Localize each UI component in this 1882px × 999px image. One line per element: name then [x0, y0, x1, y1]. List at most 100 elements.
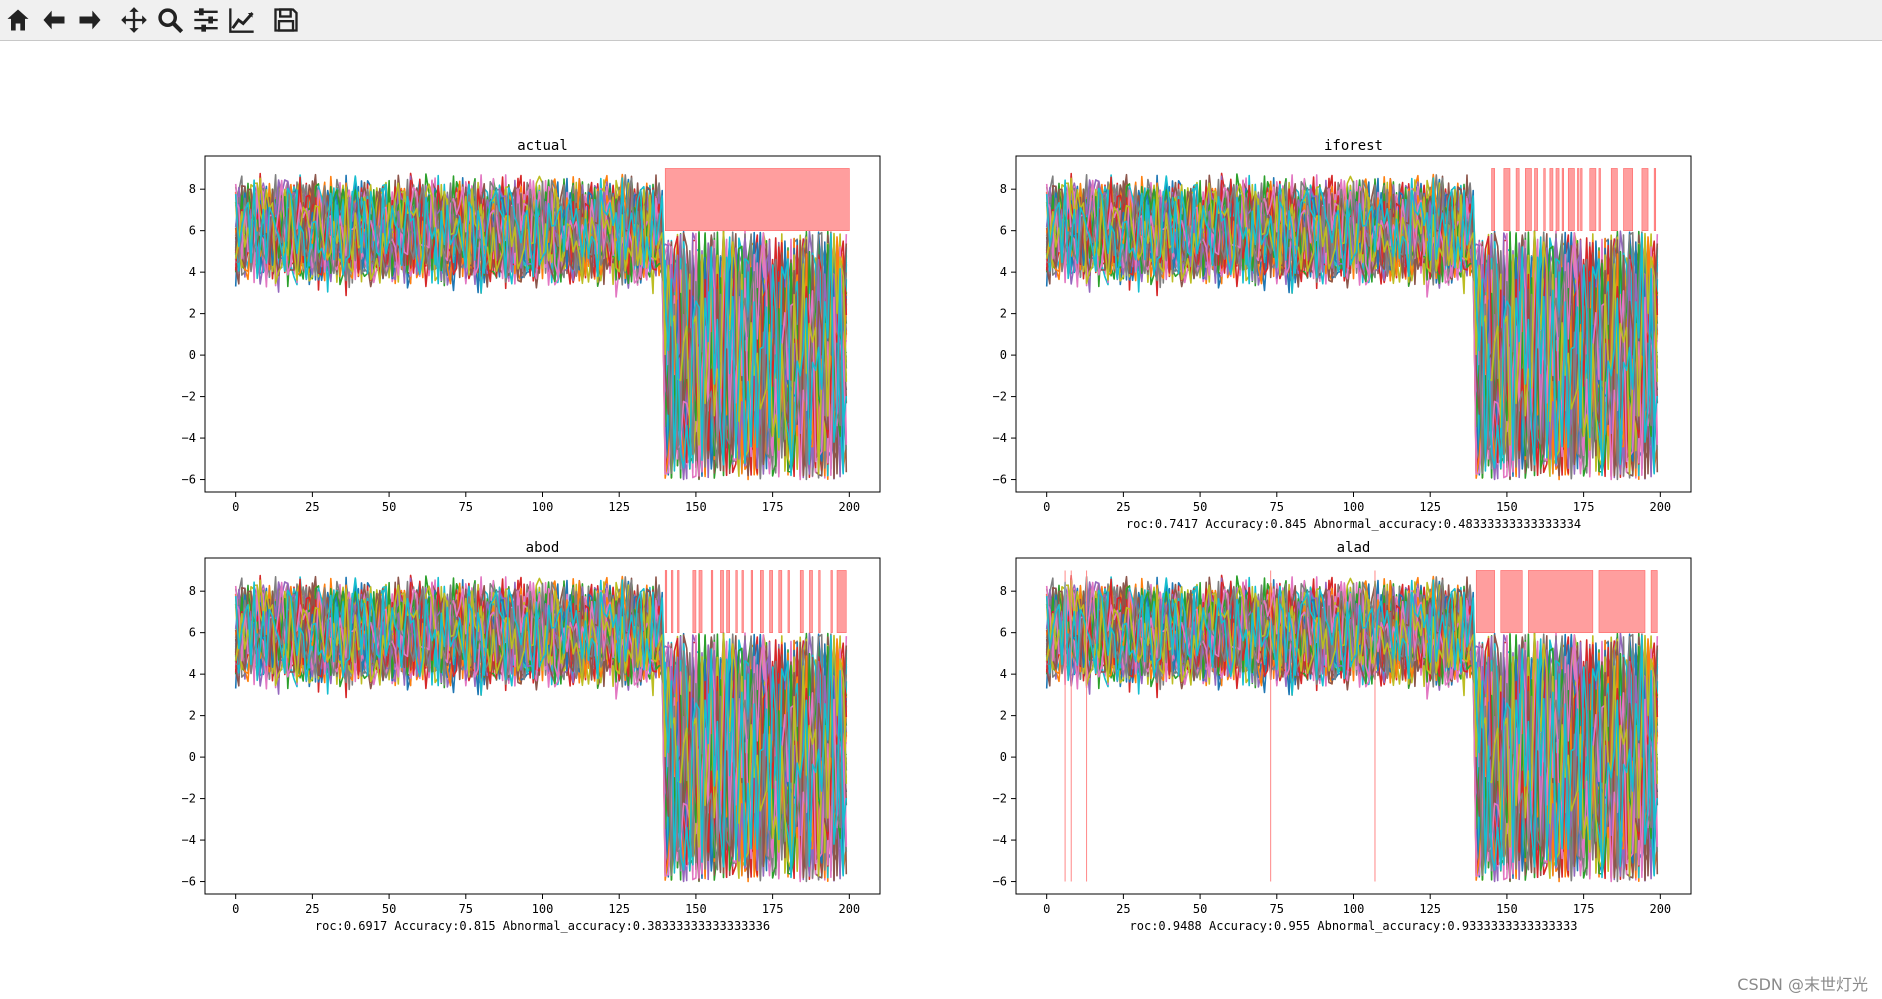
zoom-button[interactable] [152, 2, 188, 38]
plot-area [234, 168, 850, 481]
y-tick-label: 2 [1000, 307, 1007, 321]
arrow-left-icon [43, 10, 65, 30]
anomaly-highlight [1543, 168, 1546, 231]
figure-canvas: 0 25 50 75 100 125 150 175 200−6−4−202468actual0… [182, 138, 1692, 933]
anomaly-highlight [1610, 168, 1618, 231]
x-tick-label: 200 [1649, 902, 1671, 916]
anomaly-highlight [698, 570, 703, 633]
anomaly-highlight [1567, 168, 1575, 231]
anomaly-highlight [671, 570, 674, 633]
anomaly-highlight [760, 570, 764, 633]
x-tick-label: 75 [1270, 902, 1284, 916]
y-tick-label: −2 [182, 792, 196, 806]
x-tick-label: 150 [685, 902, 707, 916]
arrow-right-icon [79, 10, 101, 30]
x-tick-label: 150 [1496, 902, 1518, 916]
y-tick-label: 4 [189, 265, 196, 279]
x-tick-label: 0 [1043, 500, 1050, 514]
x-tick-label: 50 [382, 500, 396, 514]
anomaly-highlight [787, 570, 790, 633]
y-tick-label: 4 [1000, 265, 1007, 279]
x-tick-label: 100 [1343, 902, 1365, 916]
anomaly-highlight [1580, 168, 1583, 231]
back-button[interactable] [36, 2, 72, 38]
x-tick-label: 125 [608, 902, 630, 916]
subplot-abod: 0 25 50 75 100 125 150 175 200 −6 −4 −2 0 2 4 6 8 abod roc… [182, 540, 881, 933]
y-tick-label: 8 [1000, 182, 1007, 196]
edit-axes-button[interactable] [224, 2, 260, 38]
anomaly-highlight [1549, 168, 1554, 231]
home-button[interactable] [0, 2, 36, 38]
zoom-icon [158, 8, 184, 34]
anomaly-highlight [778, 570, 783, 633]
subplot-xlabel: roc:0.7417 Accuracy:0.845 Abnormal_accur… [1126, 517, 1581, 531]
x-tick-label: 50 [382, 902, 396, 916]
anomaly-highlight [1555, 168, 1560, 231]
anomaly-highlight [664, 570, 668, 633]
x-tick-label: 100 [1343, 500, 1365, 514]
x-tick-label: 75 [459, 902, 473, 916]
x-tick-label: 0 [232, 902, 239, 916]
x-tick-label: 175 [762, 500, 784, 514]
x-tick-label: 200 [1649, 500, 1671, 514]
x-tick-label: 25 [305, 500, 319, 514]
y-tick-label: 6 [189, 224, 196, 238]
subplot-iforest: 0 25 50 75 100 125 150 175 200 −6 −4 −2 0 2 4 6 8 iforest… [993, 138, 1692, 531]
y-tick-label: 0 [189, 348, 196, 362]
y-tick-label: −6 [993, 473, 1007, 487]
x-tick-label: 50 [1193, 500, 1207, 514]
x-tick-label: 200 [838, 902, 860, 916]
x-tick-label: 125 [1419, 902, 1441, 916]
anomaly-highlight [799, 570, 804, 633]
forward-button[interactable] [72, 2, 108, 38]
home-icon [7, 9, 29, 31]
anomaly-highlight [1515, 168, 1520, 231]
anomaly-highlight [677, 570, 680, 633]
move-icon [121, 7, 147, 33]
anomaly-highlight [1528, 570, 1594, 633]
anomaly-highlight [1525, 168, 1532, 231]
subplots-button[interactable] [188, 2, 224, 38]
y-tick-label: 6 [1000, 224, 1007, 238]
x-tick-label: 200 [838, 500, 860, 514]
x-tick-label: 150 [1496, 500, 1518, 514]
y-tick-label: −4 [993, 833, 1007, 847]
y-tick-label: 8 [189, 182, 196, 196]
anomaly-highlight [692, 570, 697, 633]
plot-area [1045, 168, 1659, 481]
anomaly-highlight [1577, 168, 1580, 231]
subplot-title: alad [1337, 540, 1371, 556]
anomaly-highlight [809, 570, 813, 633]
anomaly-highlight [830, 570, 833, 633]
line-chart-icon [229, 8, 254, 33]
anomaly-highlight [836, 570, 847, 633]
x-tick-label: 50 [1193, 902, 1207, 916]
y-tick-label: 8 [1000, 584, 1007, 598]
anomaly-highlight [1589, 168, 1597, 231]
x-tick-label: 175 [1573, 500, 1595, 514]
y-tick-label: −4 [993, 431, 1007, 445]
anomaly-highlight [1623, 168, 1634, 231]
y-tick-label: 4 [1000, 667, 1007, 681]
save-button[interactable] [268, 2, 304, 38]
anomaly-highlight [750, 570, 753, 633]
x-tick-label: 75 [459, 500, 473, 514]
anomaly-highlight [1503, 168, 1511, 231]
anomaly-highlight [735, 570, 738, 633]
anomaly-highlight [710, 570, 714, 633]
y-tick-label: 6 [1000, 626, 1007, 640]
x-tick-label: 0 [1043, 902, 1050, 916]
y-tick-label: −2 [182, 390, 196, 404]
pan-button[interactable] [116, 2, 152, 38]
subplot-actual: 0 25 50 75 100 125 150 175 200 −6 −4 −2 0 2 4 6 8 actual [182, 138, 881, 514]
y-tick-label: −6 [993, 875, 1007, 889]
y-tick-label: 8 [189, 584, 196, 598]
anomaly-highlight [818, 570, 821, 633]
subplot-xlabel: roc:0.9488 Accuracy:0.955 Abnormal_accur… [1130, 919, 1578, 933]
toolbar [0, 0, 1882, 41]
subplot-title: iforest [1324, 138, 1383, 154]
anomaly-highlight [1653, 168, 1657, 231]
x-tick-label: 25 [305, 902, 319, 916]
anomaly-highlight [1650, 570, 1658, 633]
x-tick-label: 175 [1573, 902, 1595, 916]
